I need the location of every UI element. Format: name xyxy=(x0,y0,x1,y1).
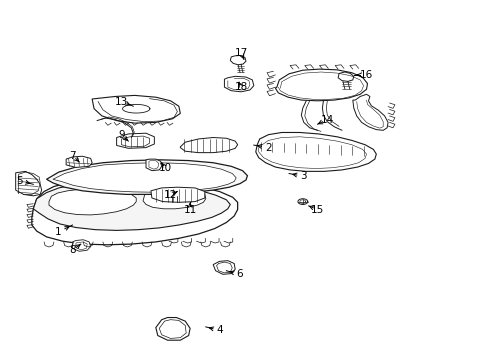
Polygon shape xyxy=(213,261,235,274)
Text: 12: 12 xyxy=(164,190,177,200)
Text: 3: 3 xyxy=(300,171,307,181)
Text: 4: 4 xyxy=(216,325,223,336)
Polygon shape xyxy=(256,132,376,171)
Text: 17: 17 xyxy=(234,48,248,58)
Polygon shape xyxy=(117,133,154,148)
Polygon shape xyxy=(53,163,236,192)
Polygon shape xyxy=(353,94,388,130)
Text: 18: 18 xyxy=(234,82,248,92)
Text: 10: 10 xyxy=(159,163,172,174)
Polygon shape xyxy=(33,181,230,230)
Polygon shape xyxy=(217,262,232,273)
Text: 5: 5 xyxy=(16,176,23,186)
Polygon shape xyxy=(275,69,368,101)
Polygon shape xyxy=(92,95,180,123)
Text: 15: 15 xyxy=(311,204,324,215)
Polygon shape xyxy=(230,55,246,65)
Polygon shape xyxy=(73,240,91,251)
Polygon shape xyxy=(180,138,238,153)
Text: 1: 1 xyxy=(54,227,61,237)
Text: 13: 13 xyxy=(115,96,128,107)
Polygon shape xyxy=(151,187,205,202)
Polygon shape xyxy=(224,76,254,92)
Polygon shape xyxy=(32,180,238,245)
Polygon shape xyxy=(159,320,186,338)
Text: 6: 6 xyxy=(236,269,243,279)
Polygon shape xyxy=(49,189,136,215)
Text: 8: 8 xyxy=(69,245,76,255)
Polygon shape xyxy=(338,72,354,81)
Polygon shape xyxy=(122,136,149,147)
Polygon shape xyxy=(146,159,162,171)
Polygon shape xyxy=(149,161,159,169)
Text: 11: 11 xyxy=(183,204,197,215)
Polygon shape xyxy=(76,242,87,250)
Text: 2: 2 xyxy=(265,143,272,153)
Polygon shape xyxy=(156,318,190,340)
Polygon shape xyxy=(66,156,92,167)
Polygon shape xyxy=(16,171,42,196)
Polygon shape xyxy=(47,160,247,194)
Polygon shape xyxy=(143,187,206,209)
Text: 7: 7 xyxy=(69,150,76,161)
Text: 9: 9 xyxy=(118,130,125,140)
Text: 16: 16 xyxy=(360,70,373,80)
Text: 14: 14 xyxy=(320,114,334,125)
